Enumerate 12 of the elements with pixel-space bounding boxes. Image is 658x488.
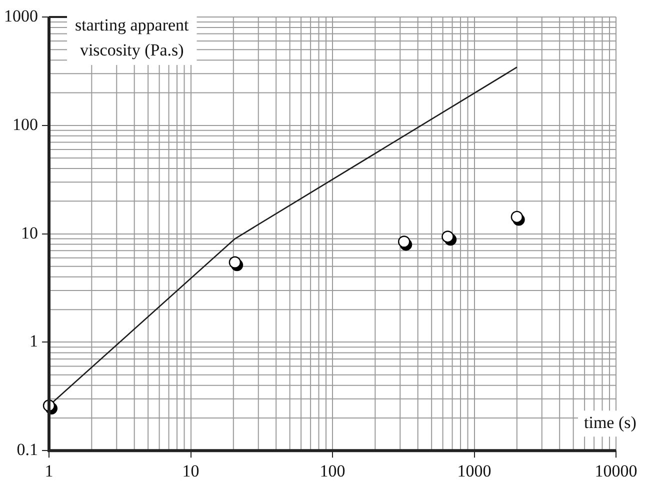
y-tick-label: 10 <box>21 223 38 242</box>
y-tick-label: 0.1 <box>16 440 38 460</box>
y-axis-title: starting apparent viscosity (Pa.s) <box>75 15 190 60</box>
y-tick-label: 100 <box>12 114 38 134</box>
x-tick-label: 10 <box>182 461 200 480</box>
y-tick-label: 1000 <box>4 6 38 26</box>
x-tick-label: 1000 <box>457 461 492 480</box>
y-tick-label: 1 <box>30 332 38 351</box>
x-axis-title: time (s) <box>584 413 636 432</box>
x-tick-label: 10000 <box>594 461 638 480</box>
x-tick-label: 100 <box>320 461 346 480</box>
x-tick-label: 1 <box>44 461 54 480</box>
